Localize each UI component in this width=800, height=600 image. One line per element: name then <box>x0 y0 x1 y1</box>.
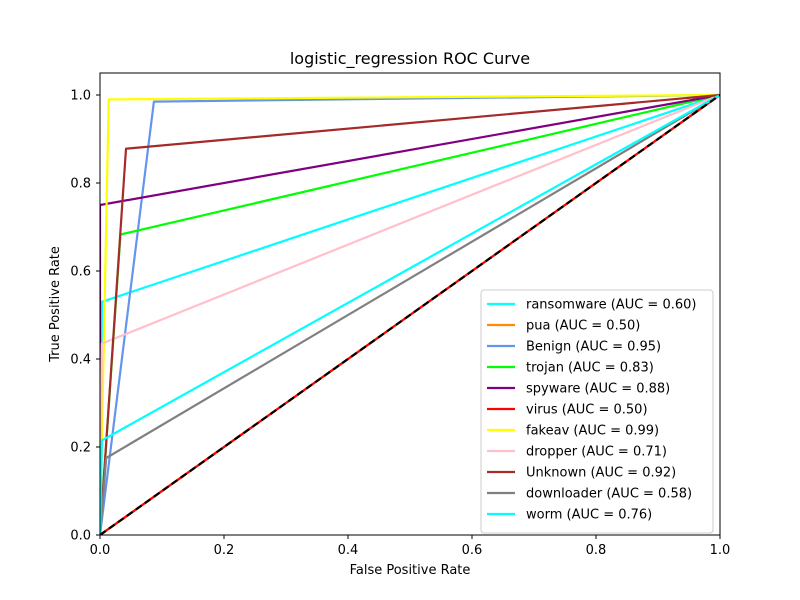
y-tick-label: 0.6 <box>70 265 91 280</box>
x-axis-label: False Positive Rate <box>350 563 471 578</box>
legend-label: virus (AUC = 0.50) <box>526 403 648 418</box>
x-tick-label: 0.2 <box>214 543 235 558</box>
legend-label: fakeav (AUC = 0.99) <box>526 424 659 439</box>
legend-label: trojan (AUC = 0.83) <box>526 361 654 376</box>
legend-label: downloader (AUC = 0.58) <box>526 487 692 502</box>
x-tick-label: 0.6 <box>462 543 483 558</box>
chance-diagonal-line <box>100 94 720 535</box>
y-tick-label: 0.2 <box>70 441 91 456</box>
chart-title: logistic_regression ROC Curve <box>290 49 530 69</box>
legend-box <box>480 289 714 534</box>
y-tick-label: 0.0 <box>70 529 91 544</box>
x-tick-label: 0.8 <box>586 543 607 558</box>
x-tick-label: 0.0 <box>90 543 111 558</box>
roc-line-4 <box>100 93 720 535</box>
axes: 0.0 0.2 0.4 0.6 0.8 1.0 0.0 0.2 0.4 0.6 0.8 1.0 <box>70 72 731 558</box>
y-tick-label: 1.0 <box>70 89 91 104</box>
plot-area <box>100 93 720 535</box>
legend-label: worm (AUC = 0.76) <box>526 508 652 523</box>
x-tick-label: 1.0 <box>710 543 731 558</box>
x-tick-label: 0.4 <box>338 543 359 558</box>
y-axis-label: True Positive Rate <box>48 246 63 363</box>
legend: ransomware (AUC = 0.60) pua (AUC = 0.50) B… <box>480 289 714 534</box>
plot-frame <box>99 72 721 536</box>
roc-line-9 <box>100 94 720 535</box>
y-tick-label: 0.8 <box>70 177 91 192</box>
legend-label: Benign (AUC = 0.95) <box>526 340 661 355</box>
legend-label: spyware (AUC = 0.88) <box>526 382 670 397</box>
legend-label: dropper (AUC = 0.71) <box>526 445 667 460</box>
legend-label: Unknown (AUC = 0.92) <box>526 466 676 481</box>
legend-label: ransomware (AUC = 0.60) <box>526 298 696 313</box>
roc-line-10 <box>100 94 720 535</box>
roc-line-8 <box>100 93 720 535</box>
legend-label: pua (AUC = 0.50) <box>526 319 640 334</box>
y-tick-label: 0.4 <box>70 353 91 368</box>
roc-line-6 <box>100 93 720 535</box>
